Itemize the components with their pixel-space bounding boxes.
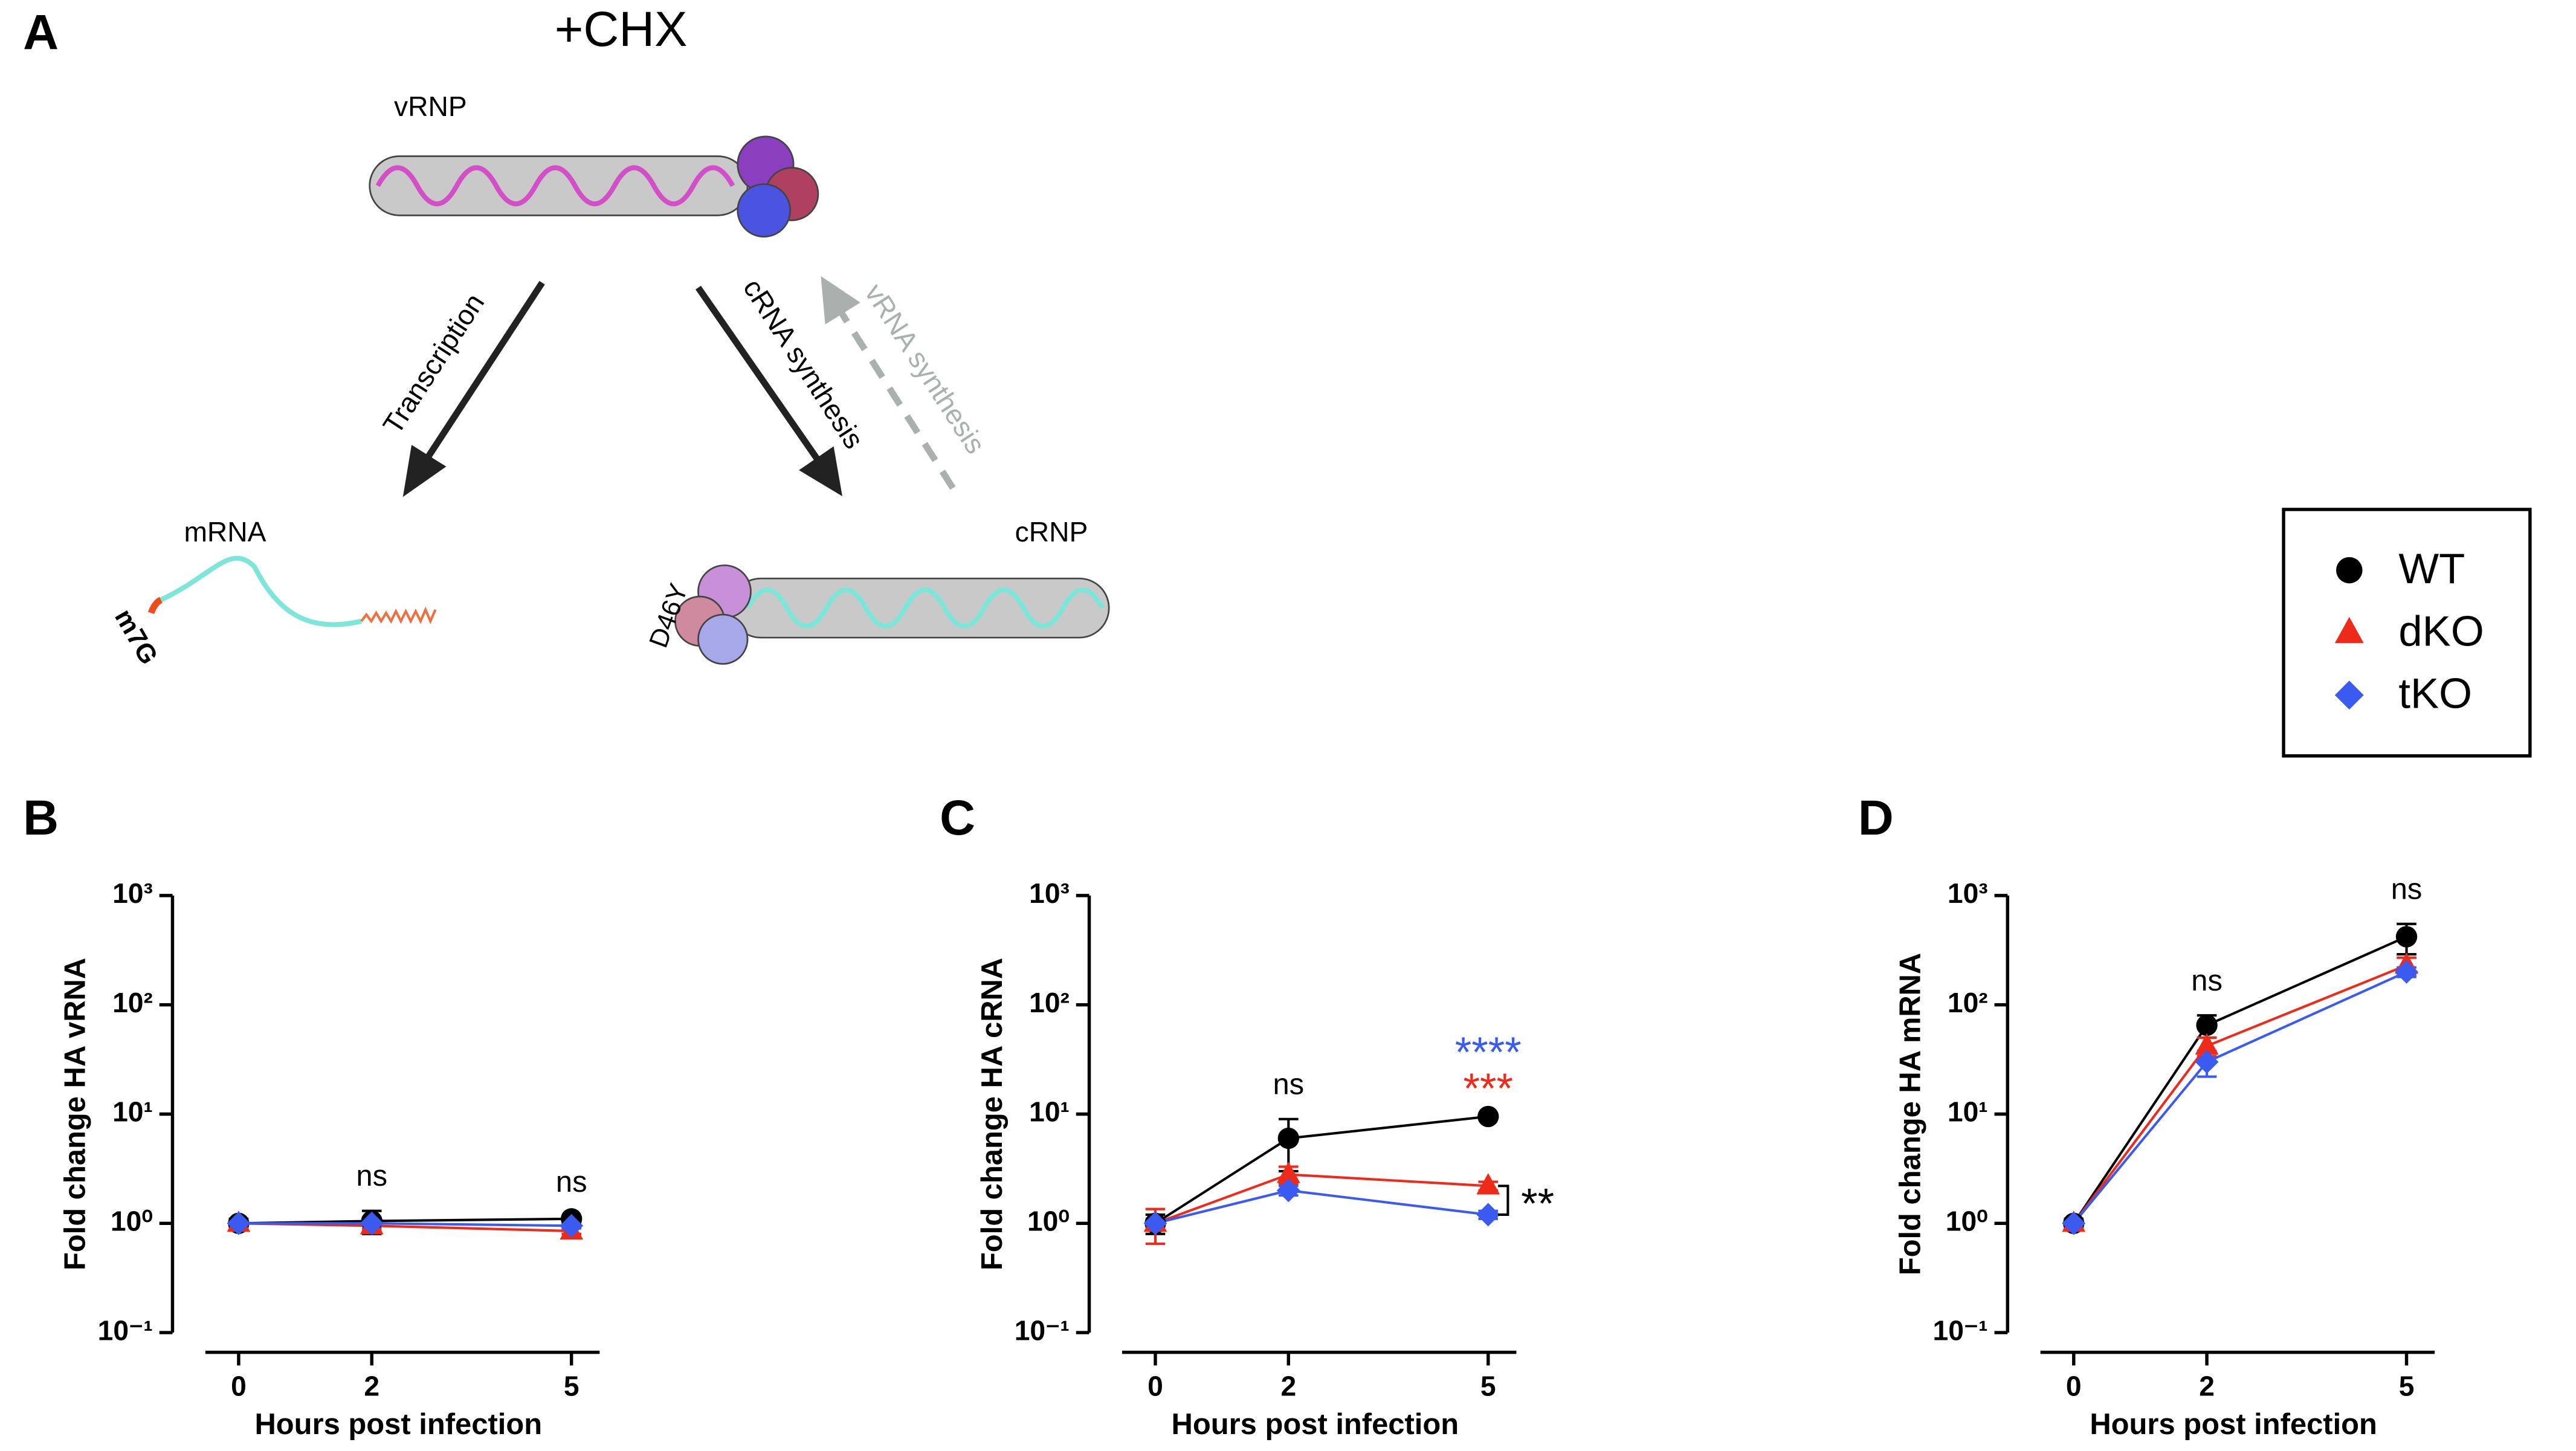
series-line	[1155, 1173, 1488, 1225]
point	[2196, 1014, 2218, 1036]
significance: ns	[2191, 965, 2223, 997]
x-tick-label: 5	[1480, 1371, 1496, 1402]
y-tick-label: 10³	[1948, 877, 1988, 909]
x-tick-label: 0	[2066, 1371, 2082, 1402]
x-axis-label: Hours post infection	[254, 1408, 542, 1441]
chart: B 10⁻¹ 10⁰ 10¹ 10² 10³ 0 2 5 Hours post infection…	[23, 790, 600, 1441]
significance: ns	[1273, 1068, 1304, 1100]
point	[560, 1213, 584, 1238]
cap-label: m7G	[109, 604, 163, 670]
significance: ns	[556, 1166, 587, 1198]
point	[1476, 1203, 1500, 1227]
series-line	[2073, 936, 2407, 1224]
vrnp-label: vRNP	[394, 91, 467, 122]
point	[1276, 1178, 1300, 1203]
panel-label: C	[940, 790, 975, 845]
point	[1476, 1173, 1500, 1195]
mrna-label: mRNA	[184, 516, 266, 548]
point	[2334, 680, 2364, 710]
point	[360, 1211, 384, 1235]
y-tick-label: 10²	[1948, 987, 1988, 1018]
vrnp	[369, 135, 819, 238]
y-tick-label: 10⁻¹	[1015, 1314, 1070, 1346]
y-tick-label: 10¹	[1948, 1096, 1988, 1128]
legend-label: WT	[2398, 545, 2465, 592]
x-tick-label: 2	[364, 1371, 379, 1402]
mrna	[147, 555, 437, 627]
crnp	[674, 564, 1110, 665]
panel-label: D	[1858, 790, 1894, 845]
transcription-label: Transcription	[376, 288, 490, 439]
y-tick-label: 10⁻¹	[98, 1314, 153, 1346]
x-axis-label: Hours post infection	[2090, 1408, 2377, 1441]
x-tick-label: 0	[231, 1371, 247, 1402]
y-tick-label: 10³	[1029, 877, 1070, 909]
x-tick-label: 2	[2199, 1371, 2215, 1402]
series-line	[2073, 964, 2407, 1224]
series-line	[1154, 1115, 1488, 1224]
y-tick-label: 10⁰	[1946, 1205, 1988, 1236]
diagram: A +CHX vRNP Transcription cRNA synthesis…	[23, 2, 1110, 670]
series-line	[1155, 1189, 1489, 1225]
point	[1143, 1211, 1167, 1235]
y-axis-label: Fold change HA mRNA	[1894, 953, 1927, 1276]
chart: C 10⁻¹ 10⁰ 10¹ 10² 10³ 0 2 5 Hours post infection…	[940, 790, 1554, 1441]
point	[2336, 557, 2363, 584]
x-tick-label: 0	[1148, 1371, 1163, 1402]
point	[2395, 926, 2418, 948]
point	[1276, 1162, 1300, 1183]
condition: +CHX	[555, 2, 688, 57]
point	[1477, 1105, 1499, 1128]
significance: ****	[1455, 1028, 1522, 1076]
point	[2395, 960, 2418, 984]
crnp-label: cRNP	[1015, 516, 1088, 548]
chart: D 10⁻¹ 10⁰ 10¹ 10² 10³ 0 2 5 Hours post infection…	[1858, 790, 2435, 1441]
y-tick-label: 10³	[112, 877, 153, 909]
y-tick-label: 10⁰	[1027, 1205, 1070, 1236]
y-tick-label: 10¹	[112, 1096, 153, 1128]
point	[2062, 1211, 2086, 1235]
legend-label: tKO	[2398, 670, 2472, 717]
significance: ***	[1464, 1064, 1514, 1112]
legend-label: dKO	[2398, 607, 2484, 654]
y-axis-label: Fold change HA vRNA	[59, 958, 92, 1270]
point	[2334, 616, 2364, 644]
y-tick-label: 10²	[1029, 987, 1070, 1018]
x-tick-label: 5	[2399, 1371, 2415, 1402]
x-tick-label: 5	[564, 1371, 579, 1402]
significance: ns	[2391, 873, 2423, 905]
point	[2195, 1033, 2219, 1055]
legend-box	[2282, 508, 2532, 758]
point	[1277, 1127, 1299, 1149]
significance: ns	[356, 1160, 387, 1192]
y-tick-label: 10⁰	[111, 1205, 153, 1236]
point	[2195, 1050, 2219, 1074]
y-tick-label: 10⁻¹	[1933, 1314, 1988, 1346]
y-axis-label: Fold change HA cRNA	[976, 958, 1009, 1270]
panel-label: A	[23, 5, 59, 60]
significance: **	[1521, 1180, 1554, 1227]
arrows	[402, 276, 956, 497]
panel-label: B	[23, 790, 59, 845]
bracket	[1498, 1184, 1509, 1217]
y-tick-label: 10¹	[1029, 1096, 1070, 1128]
legend: WT dKO tKO	[2282, 508, 2532, 758]
x-tick-label: 2	[1280, 1371, 1296, 1402]
x-axis-label: Hours post infection	[1172, 1408, 1459, 1441]
y-tick-label: 10²	[112, 987, 153, 1018]
